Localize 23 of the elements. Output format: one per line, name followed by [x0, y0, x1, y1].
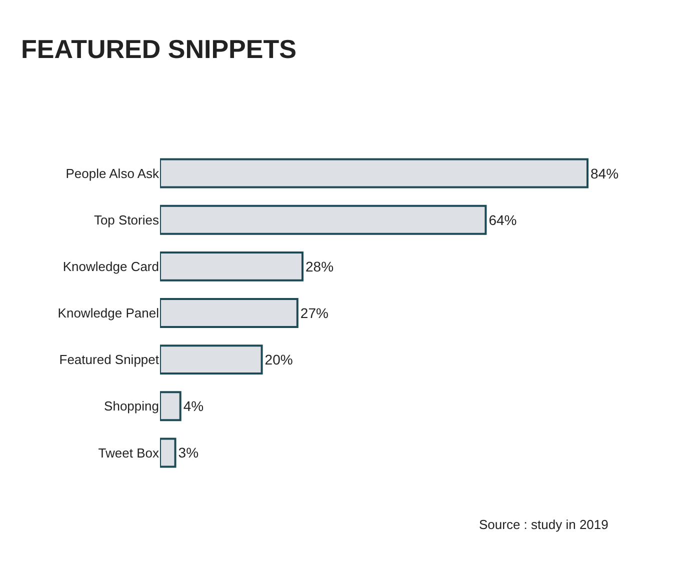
bar: [160, 204, 487, 235]
y-tick-label: Featured Snippet: [59, 352, 160, 368]
data-label: 20%: [264, 352, 293, 368]
y-tick-label: Knowledge Card: [62, 258, 159, 274]
data-label: 64%: [488, 212, 517, 228]
data-label: 28%: [306, 258, 334, 274]
data-label: 4%: [183, 398, 204, 414]
chart-title: FEATURED SNIPPETS: [21, 34, 296, 64]
bar: [160, 251, 304, 282]
y-tick-label: Tweet Box: [98, 445, 160, 460]
y-tick-label: Shopping: [104, 398, 159, 414]
bar: [160, 438, 176, 468]
data-label: 27%: [300, 305, 328, 321]
bar: [160, 391, 182, 422]
source-note: Source : study in 2019: [479, 517, 608, 532]
data-label: 84%: [590, 165, 619, 182]
bar: [160, 158, 588, 188]
y-tick-label: Knowledge Panel: [58, 306, 160, 321]
bar: [160, 298, 298, 328]
data-label: 3%: [178, 444, 199, 461]
y-tick-label: People Also Ask: [66, 166, 160, 181]
bar: [160, 344, 263, 375]
y-tick-label: Top Stories: [94, 212, 160, 228]
